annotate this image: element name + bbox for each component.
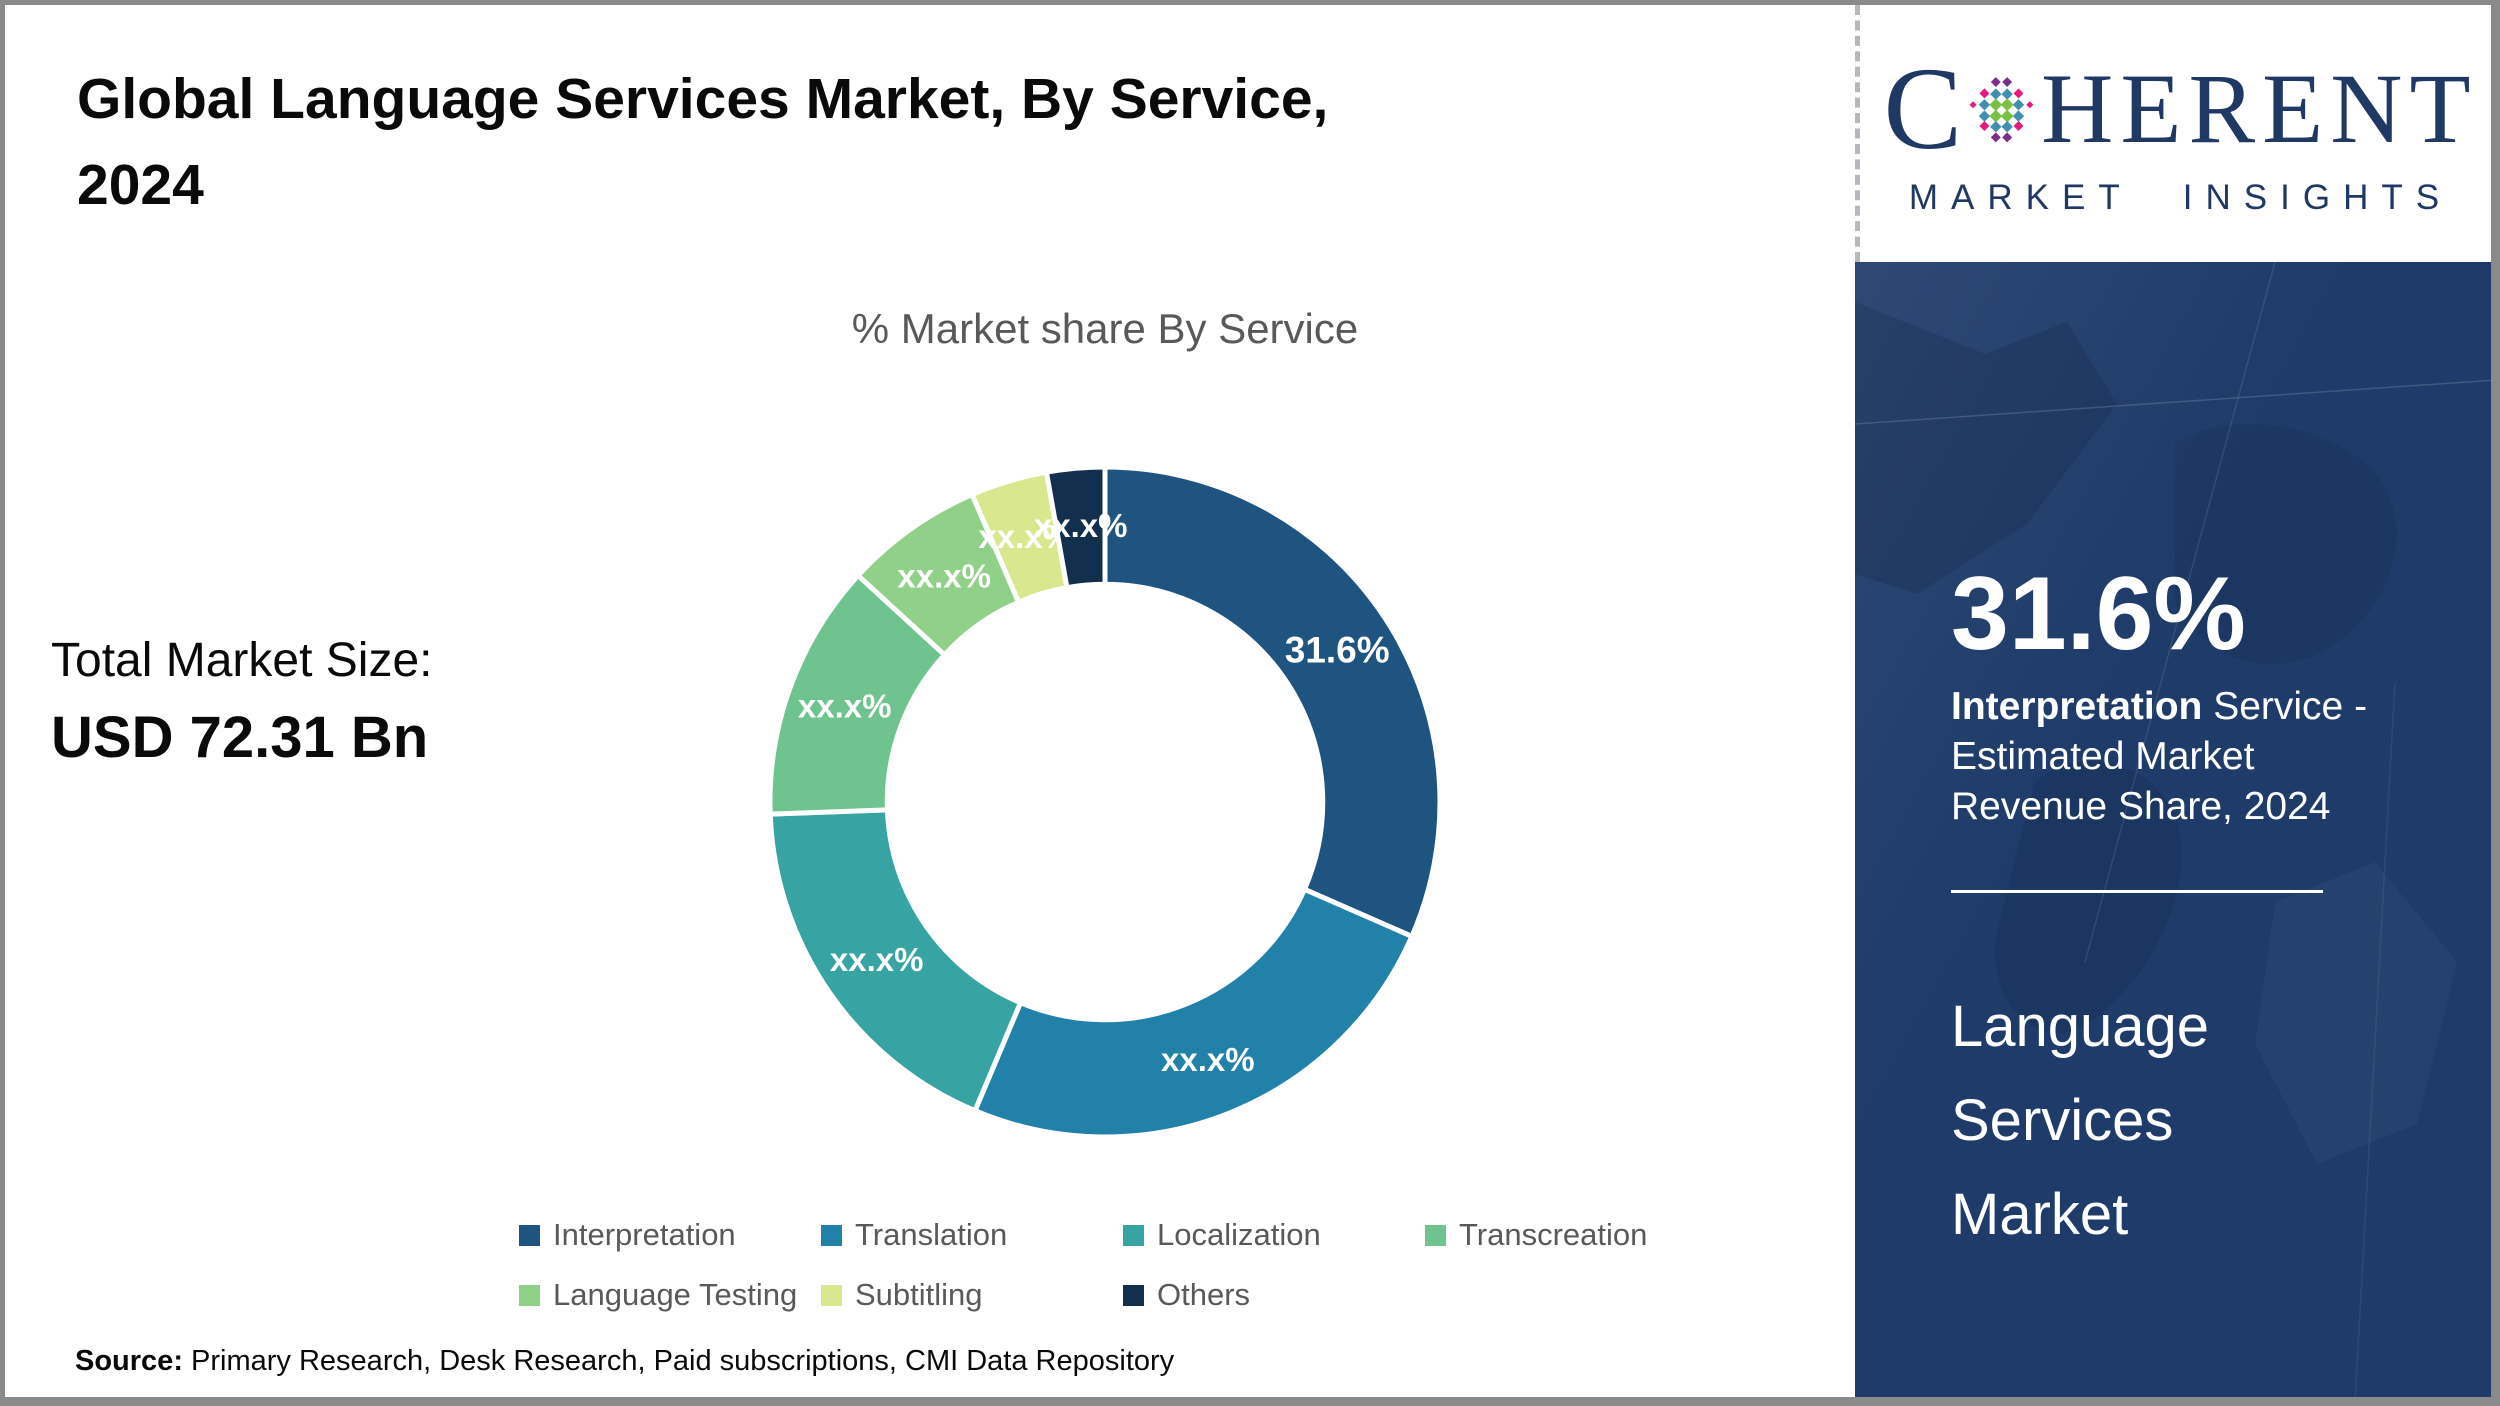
page-title-line1: Global Language Services Market, By Serv…: [77, 67, 1329, 131]
donut-slice-label: xx.x%: [1034, 507, 1128, 544]
highlight-line3: Revenue Share, 2024: [1951, 784, 2331, 828]
legend-item-interpretation: Interpretation: [519, 1217, 821, 1253]
page-title-line2: 2024: [77, 152, 204, 217]
highlight-service-name: Interpretation: [1951, 685, 2203, 728]
chart-subtitle: % Market share By Service: [851, 305, 1359, 352]
page-title: Global Language Services Market, By Serv…: [77, 57, 1777, 228]
legend-item-language-testing: Language Testing: [519, 1277, 821, 1313]
total-market-size-label: Total Market Size:: [51, 634, 433, 687]
legend-label: Interpretation: [553, 1217, 736, 1252]
donut-chart: 31.6% xx.x% xx.x% xx.x% xx.x% xx.x% xx.x%: [755, 452, 1455, 1152]
legend-label: Language Testing: [553, 1277, 798, 1312]
globe-icon: [1969, 76, 2034, 142]
brand-logo: C HERENT MARKET INSIGHTS: [1855, 5, 2491, 262]
highlight-line2: Estimated Market: [1951, 734, 2255, 778]
market-name: Language Services Market: [1951, 994, 2210, 1247]
total-market-size: Total Market Size: USD 72.31 Bn: [51, 633, 432, 771]
donut-slice-label: xx.x%: [1161, 1041, 1255, 1078]
legend-item-others: Others: [1123, 1277, 1425, 1313]
legend-swatch: [1123, 1284, 1144, 1306]
legend-item-localization: Localization: [1123, 1217, 1425, 1253]
legend-label: Others: [1157, 1277, 1251, 1312]
brand-logo-wordmark: C HERENT: [1883, 42, 2478, 174]
legend-label: Translation: [855, 1217, 1008, 1252]
source-line: Source: Primary Research, Desk Research,…: [75, 1345, 1174, 1378]
legend-label: Localization: [1157, 1217, 1321, 1252]
donut-slice-label: 31.6%: [1285, 630, 1390, 671]
donut-slice-others: [1043, 464, 1108, 591]
highlight-line1-rest: Service -: [2202, 685, 2368, 728]
brand-letter-c: C: [1883, 42, 1963, 174]
legend-swatch: [519, 1224, 540, 1246]
donut-slice-translation: [971, 886, 1416, 1140]
brand-subtext: MARKET INSIGHTS: [1908, 177, 2453, 217]
source-text: Primary Research, Desk Research, Paid su…: [182, 1345, 1175, 1377]
legend-item-subtitling: Subtitling: [821, 1277, 1123, 1313]
world-map-decoration: [1855, 262, 2491, 1397]
legend-swatch: [1123, 1224, 1144, 1246]
legend-swatch: [821, 1224, 842, 1246]
donut-slice-interpretation: [1102, 464, 1443, 940]
donut-slice-label: xx.x%: [830, 941, 924, 978]
highlight-percent: 31.6%: [1951, 556, 2246, 672]
legend-swatch: [519, 1284, 540, 1306]
sidebar-divider: [1951, 890, 2323, 893]
chart-legend: Interpretation Translation Localization Tra…: [519, 1217, 1727, 1313]
legend-label: Transcreation: [1459, 1217, 1648, 1252]
legend-item-transcreation: Transcreation: [1425, 1217, 1727, 1253]
donut-slice-label: xx.x%: [798, 688, 892, 725]
donut-slice-label: xx.x%: [897, 558, 991, 595]
legend-swatch: [821, 1284, 842, 1306]
highlight-description: Interpretation Service - Estimated Marke…: [1951, 682, 2471, 832]
source-prefix: Source:: [75, 1345, 183, 1377]
highlight-sidebar: 31.6% Interpretation Service - Estimated…: [1855, 262, 2491, 1397]
total-market-size-value: USD 72.31 Bn: [51, 705, 429, 770]
legend-item-translation: Translation: [821, 1217, 1123, 1253]
legend-label: Subtitling: [855, 1277, 983, 1312]
legend-swatch: [1425, 1224, 1446, 1246]
brand-letters-herent: HERENT: [2041, 52, 2478, 164]
